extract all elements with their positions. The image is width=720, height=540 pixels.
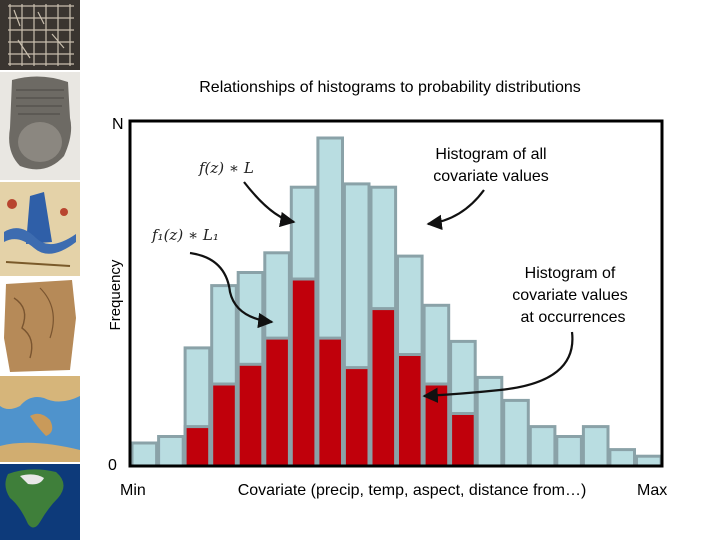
- bar-occurrence-5: [236, 362, 265, 468]
- bar-all-18: [581, 425, 610, 468]
- bar-occurrence-10: [369, 307, 398, 468]
- plot-frame: [128, 119, 664, 468]
- arrow-f1-to-occurrences: [189, 251, 274, 329]
- chart-title: Relationships of histograms to probabili…: [199, 79, 581, 96]
- x-axis-min-label: Min: [120, 482, 146, 499]
- x-axis-max-label: Max: [637, 482, 667, 499]
- map-image-strip: [0, 0, 80, 540]
- y-axis-label: Frequency: [107, 259, 124, 330]
- mediterranean-map-image: [0, 376, 80, 462]
- arrow-to-occurrence-histogram: [422, 331, 574, 403]
- annotation-all-line-2: covariate values: [433, 168, 549, 185]
- bar-all-19: [608, 448, 637, 468]
- bar-occurrence-8: [316, 336, 344, 468]
- bar-occurrence-4: [210, 382, 238, 468]
- bar-occurrence-11: [396, 353, 424, 468]
- bar-all-2: [157, 435, 185, 468]
- bar-occurrence-6: [263, 336, 291, 468]
- y-axis-top-label: N: [112, 116, 124, 133]
- grid-map-image: [0, 0, 80, 70]
- annotation-all-line-1: Histogram of all: [435, 146, 546, 163]
- bar-occurrence-7: [289, 277, 318, 468]
- bar-occurrence-3: [183, 425, 212, 468]
- y-axis-bottom-label: 0: [108, 457, 117, 474]
- papyrus-map-image: [0, 278, 80, 374]
- arrow-f-to-all: [243, 181, 296, 228]
- bar-occurrence-13: [449, 412, 477, 468]
- bar-all-1: [130, 441, 159, 468]
- formula-f1: f₁(z) ∗ L₁: [151, 226, 219, 244]
- north-america-satellite-image: [0, 464, 80, 540]
- annotation-occ-line-2: covariate values: [512, 287, 628, 304]
- bar-all-17: [555, 435, 583, 468]
- annotation-occ-line-1: Histogram of: [525, 265, 616, 282]
- x-axis-label: Covariate (precip, temp, aspect, distanc…: [238, 482, 587, 499]
- arrow-to-all-histogram: [426, 189, 485, 231]
- annotation-occ-line-3: at occurrences: [521, 309, 626, 326]
- bar-occurrence-9: [342, 366, 371, 468]
- bar-all-15: [502, 398, 530, 468]
- annotation-occurrences: Histogram of covariate values at occurre…: [512, 265, 628, 326]
- medieval-map-image: [0, 182, 80, 276]
- clay-tablet-image: [0, 72, 80, 180]
- bar-all-16: [528, 425, 557, 468]
- formula-f: f(z) ∗ L: [198, 159, 254, 177]
- annotation-all-values: Histogram of all covariate values: [433, 146, 549, 185]
